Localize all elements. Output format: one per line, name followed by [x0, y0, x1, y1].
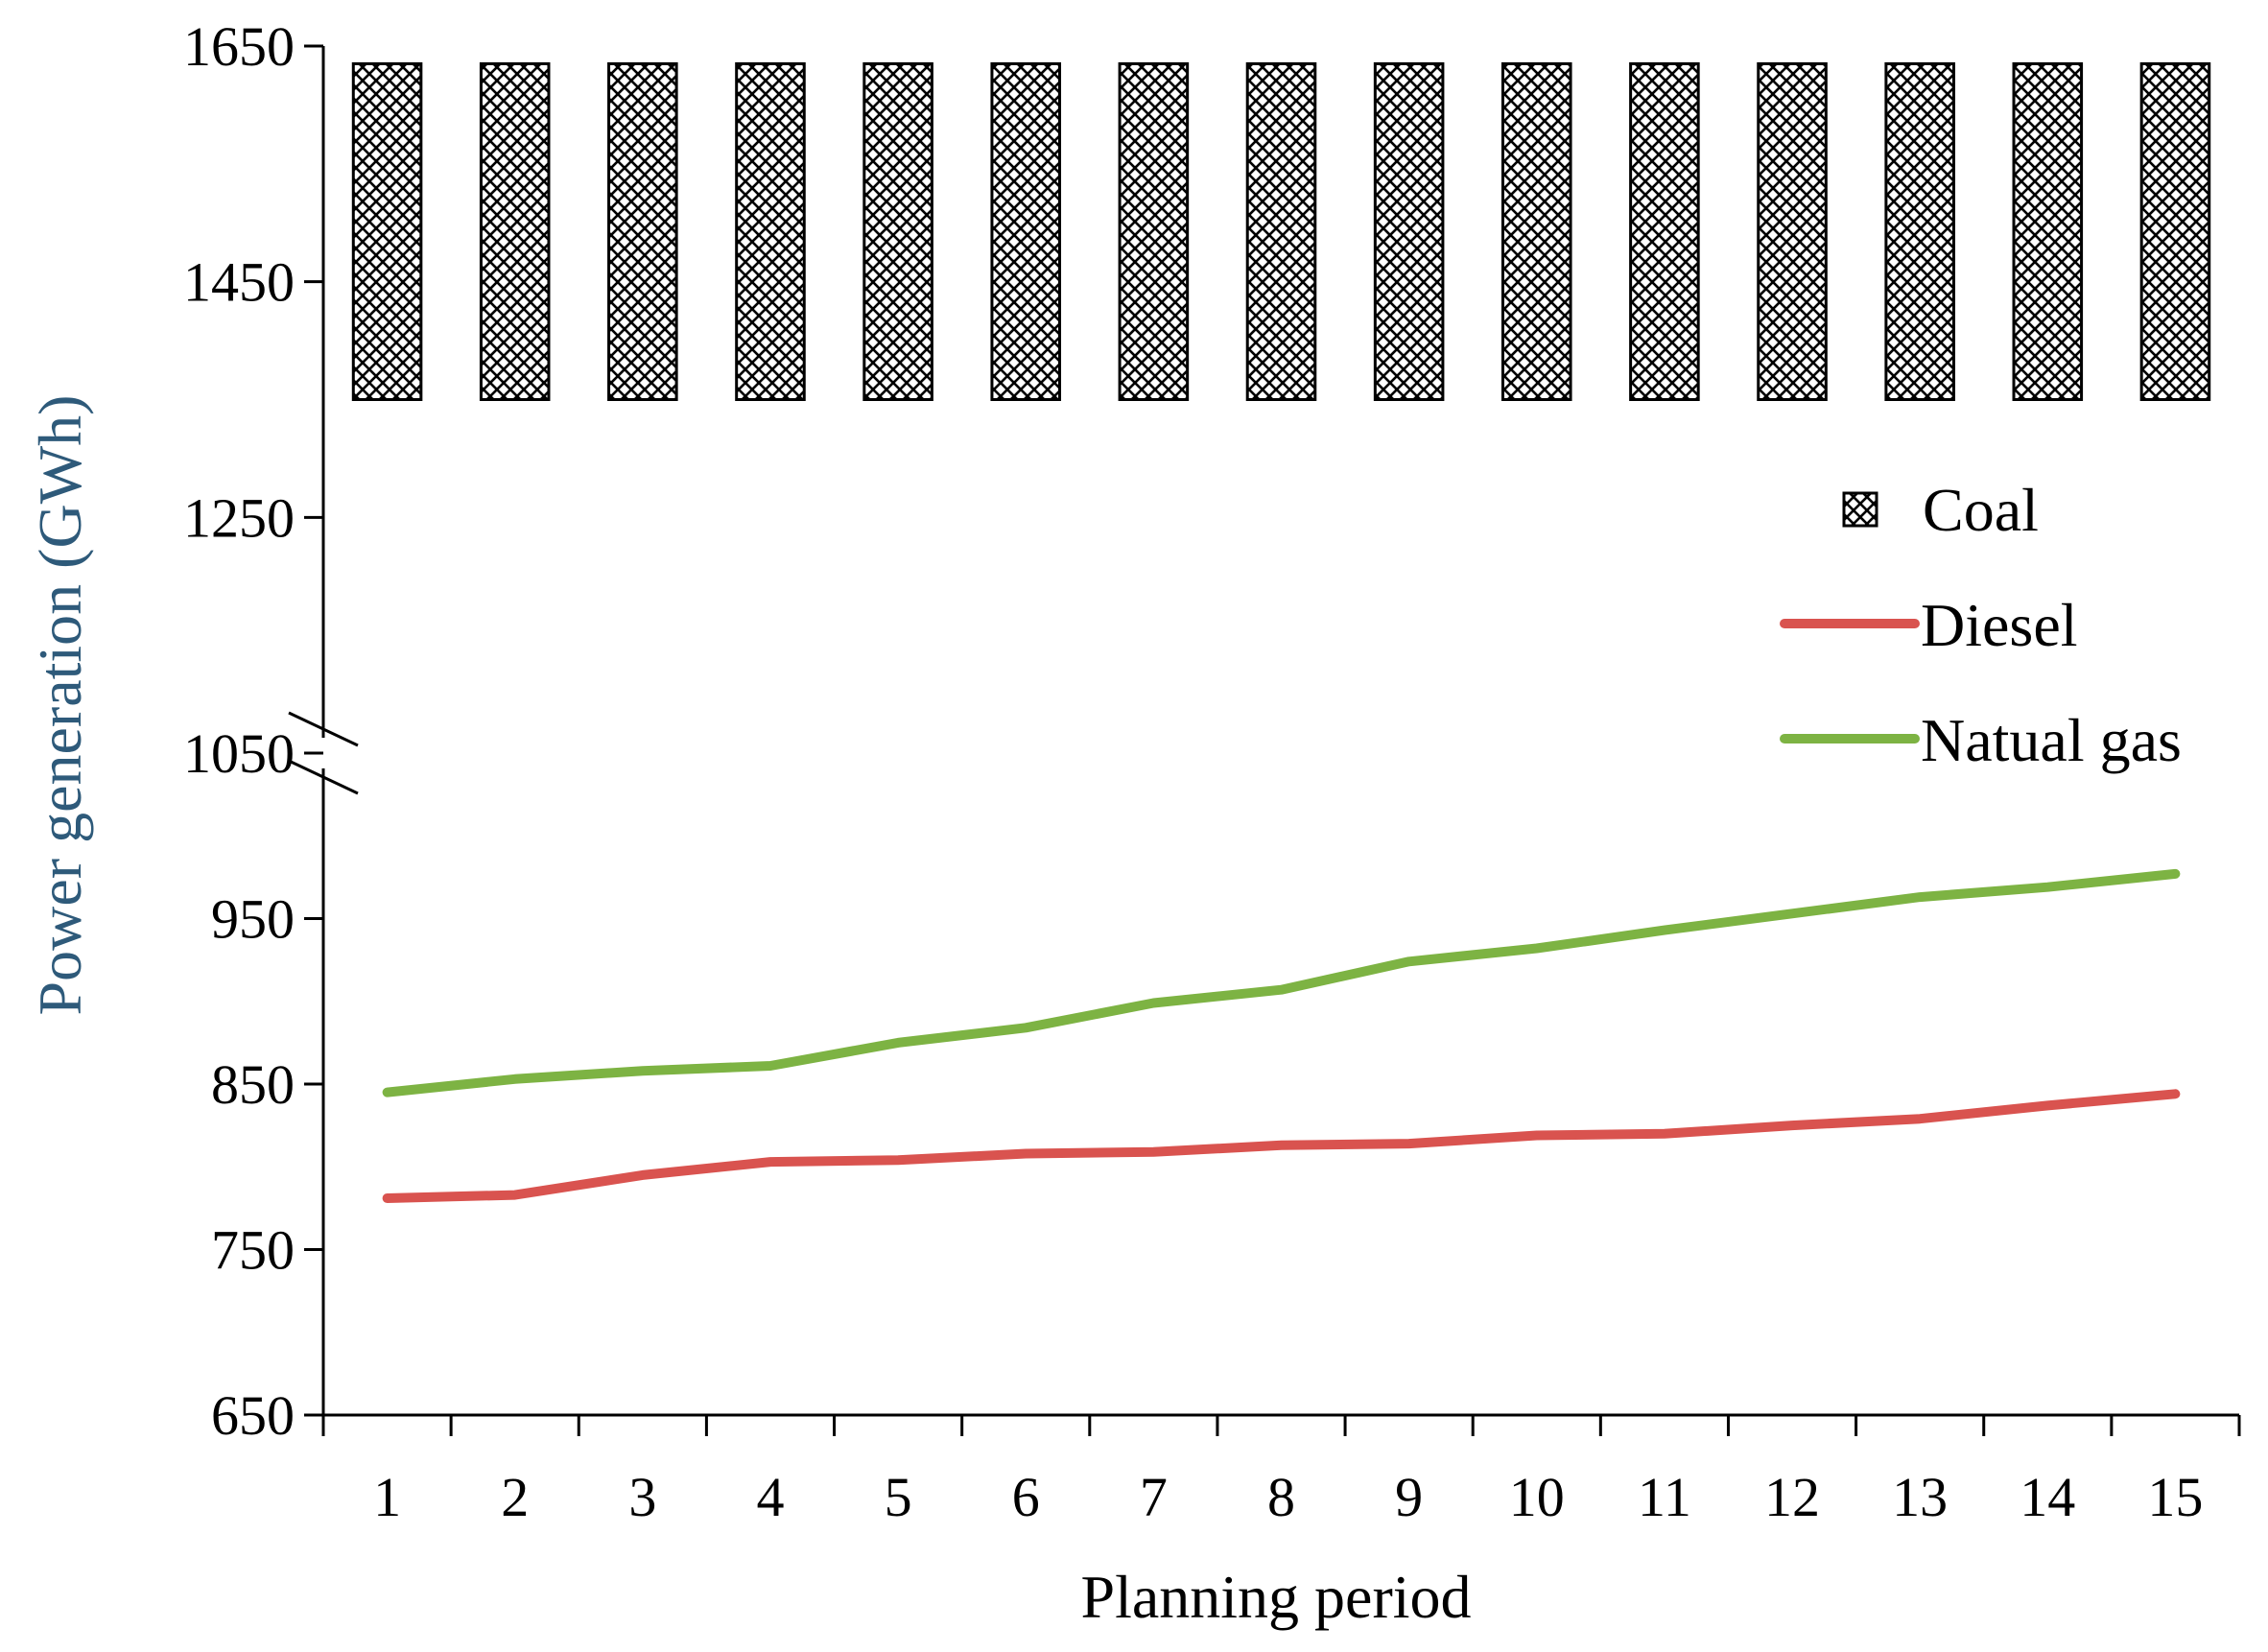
coal-bar [1629, 61, 1700, 402]
x-tick-label: 9 [1395, 1466, 1423, 1528]
x-tick-label: 6 [1012, 1466, 1040, 1528]
y-tick-label: 750 [211, 1219, 295, 1282]
coal-bar [479, 61, 551, 402]
y-axis-title: Power generation (GWh) [26, 395, 94, 1016]
axis-break-mark [288, 711, 359, 747]
coal-bar [1884, 61, 1955, 402]
coal-bar [607, 61, 678, 402]
x-tick-label: 2 [501, 1466, 529, 1528]
x-tick-label: 11 [1638, 1466, 1691, 1528]
legend-label-diesel: Diesel [1921, 591, 2078, 659]
x-tick-label: 13 [1892, 1466, 1948, 1528]
coal-bar [2012, 61, 2084, 402]
coal-bar [990, 61, 1062, 402]
legend-item-natual-gas: Natual gas [1780, 706, 2182, 774]
y-tick-labels: 650 750 850 950 1050 1250 1450 1650 [183, 15, 295, 1447]
coal-bar [2139, 61, 2211, 402]
coal-bar [735, 61, 806, 402]
y-tick-label: 650 [211, 1384, 295, 1447]
coal-bar [351, 61, 423, 402]
axes [288, 44, 2241, 1436]
legend-item-diesel: Diesel [1780, 591, 2078, 659]
legend-swatch-coal [1842, 491, 1878, 528]
coal-bar [862, 61, 933, 402]
y-tick-label: 1050 [183, 722, 295, 785]
coal-bar [1373, 61, 1445, 402]
legend-label-coal: Coal [1923, 476, 2039, 544]
legend-item-coal: Coal [1842, 476, 2039, 544]
x-tick-label: 10 [1509, 1466, 1565, 1528]
x-tick-label: 12 [1764, 1466, 1820, 1528]
coal-bar [1500, 61, 1572, 402]
x-axis-title: Planning period [1080, 1563, 1471, 1631]
x-tick-label: 3 [628, 1466, 656, 1528]
coal-bar [1118, 61, 1190, 402]
coal-bar [1757, 61, 1828, 402]
x-tick-label: 5 [885, 1466, 912, 1528]
series-line-natual-gas [382, 868, 2181, 1097]
legend-label-natual-gas: Natual gas [1921, 706, 2182, 774]
x-tick-labels: 1 2 3 4 5 6 7 8 9 10 11 12 13 14 15 [373, 1466, 2203, 1528]
x-tick-label: 15 [2147, 1466, 2203, 1528]
x-tick-label: 4 [756, 1466, 784, 1528]
y-tick-label: 1450 [183, 251, 295, 314]
y-tick-label: 850 [211, 1053, 295, 1116]
y-tick-label: 1250 [183, 486, 295, 549]
x-tick-label: 14 [2020, 1466, 2075, 1528]
x-tick-label: 1 [373, 1466, 401, 1528]
coal-bars [351, 61, 2211, 402]
coal-bar [1245, 61, 1317, 402]
series-line-diesel [382, 1089, 2181, 1203]
legend: Coal Diesel Natual gas [1780, 476, 2182, 774]
x-tick-label: 8 [1267, 1466, 1295, 1528]
axis-break-mark [288, 759, 359, 795]
y-tick-label: 1650 [183, 15, 295, 78]
series-lines [382, 868, 2181, 1203]
x-tick-label: 7 [1140, 1466, 1168, 1528]
y-tick-label: 950 [211, 888, 295, 951]
